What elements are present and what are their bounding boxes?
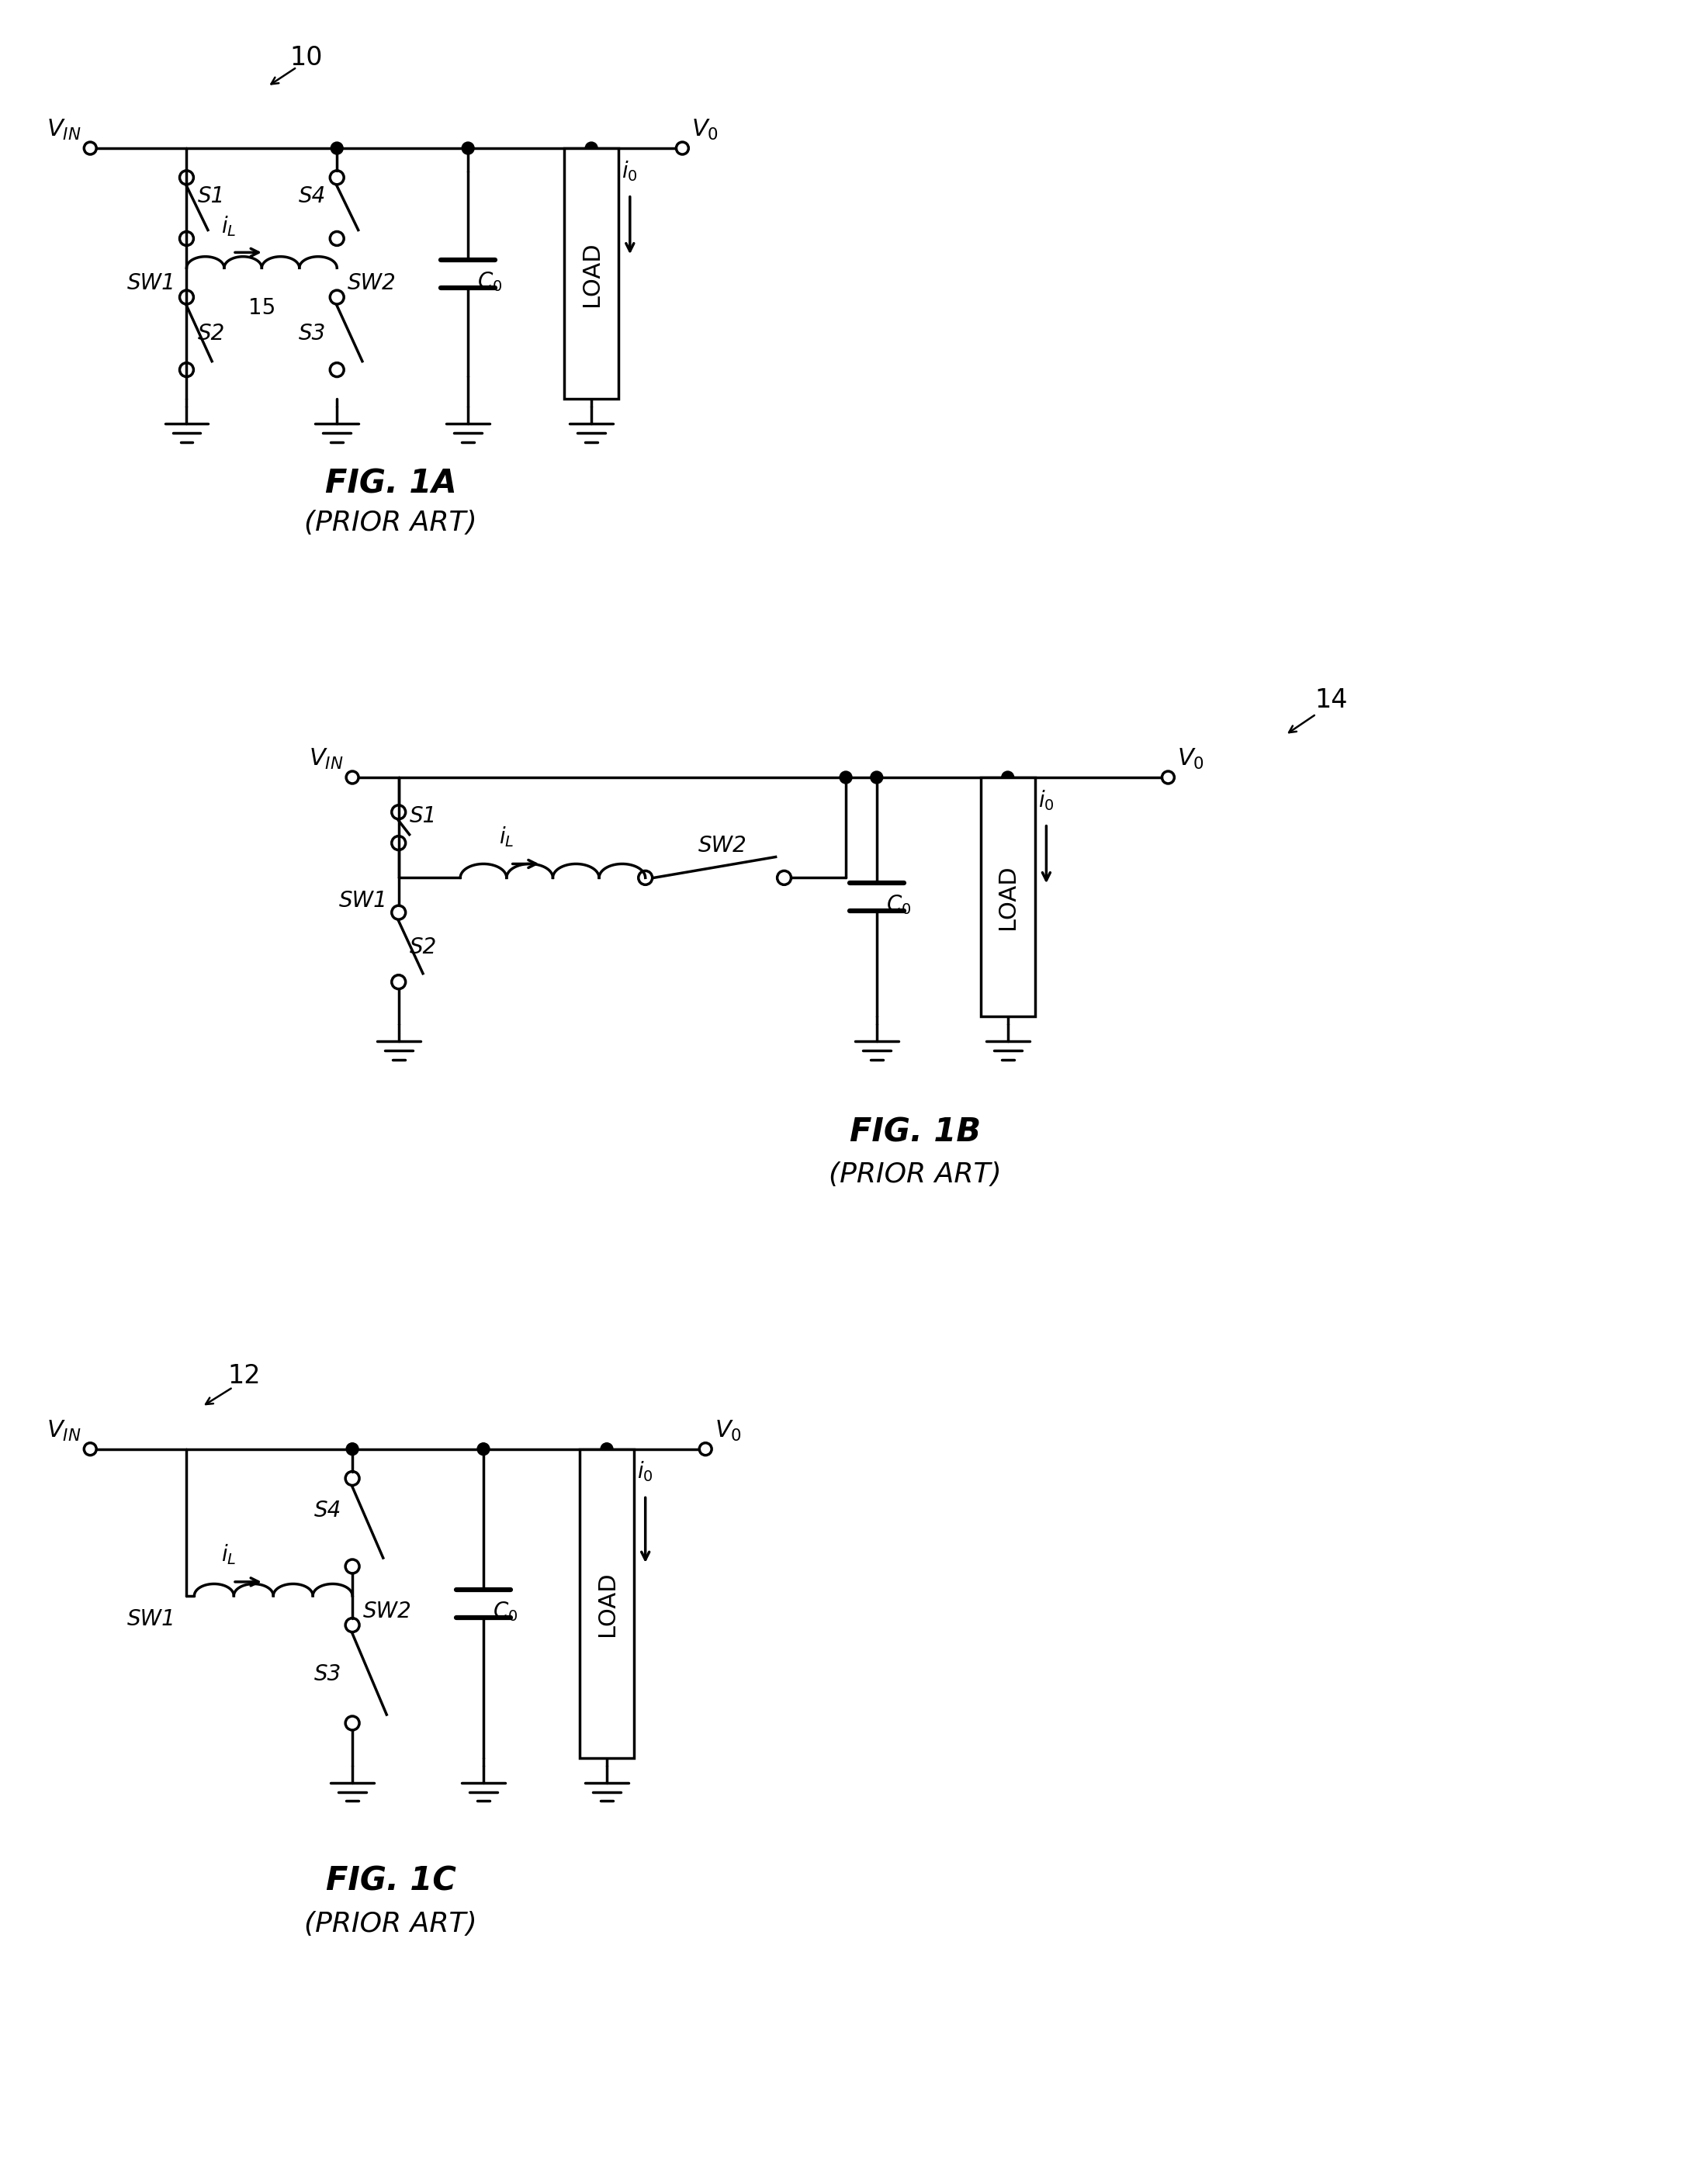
Text: $V_{IN}$: $V_{IN}$	[46, 1420, 82, 1444]
Bar	[564, 149, 619, 400]
Text: $i_L$: $i_L$	[499, 826, 515, 847]
Text: 10: 10	[290, 46, 322, 70]
Circle shape	[871, 771, 883, 784]
Text: S1: S1	[409, 806, 436, 828]
Text: S3: S3	[314, 1664, 341, 1686]
Text: $C_0$: $C_0$	[886, 893, 912, 917]
Circle shape	[477, 1444, 489, 1455]
Text: $i_0$: $i_0$	[622, 159, 637, 183]
Text: SW2: SW2	[348, 273, 397, 295]
Text: $i_0$: $i_0$	[637, 1459, 653, 1483]
Circle shape	[584, 142, 598, 155]
Text: SW1: SW1	[128, 273, 176, 295]
Text: $V_{IN}$: $V_{IN}$	[46, 118, 82, 142]
Text: SW2: SW2	[363, 1601, 412, 1623]
Text: S2: S2	[409, 937, 436, 959]
Text: (PRIOR ART): (PRIOR ART)	[828, 1162, 1002, 1188]
Text: FIG. 1C: FIG. 1C	[325, 1865, 457, 1898]
Text: S1: S1	[198, 186, 225, 207]
Text: $i_L$: $i_L$	[222, 214, 237, 238]
Text: $V_0$: $V_0$	[692, 118, 719, 142]
Circle shape	[600, 1444, 613, 1455]
Text: (PRIOR ART): (PRIOR ART)	[305, 1911, 477, 1937]
Bar	[982, 778, 1034, 1018]
Text: 15: 15	[249, 297, 276, 319]
Text: S4: S4	[314, 1500, 341, 1522]
Circle shape	[462, 142, 474, 155]
Text: LOAD: LOAD	[997, 865, 1019, 930]
Text: 14: 14	[1315, 688, 1348, 712]
Text: $C_0$: $C_0$	[492, 1599, 518, 1623]
Text: FIG. 1B: FIG. 1B	[850, 1116, 982, 1149]
Circle shape	[346, 1444, 358, 1455]
Text: S3: S3	[298, 323, 325, 345]
Text: $C_0$: $C_0$	[477, 271, 503, 293]
Text: (PRIOR ART): (PRIOR ART)	[305, 509, 477, 535]
Text: S2: S2	[198, 323, 225, 345]
Text: $i_0$: $i_0$	[1038, 788, 1055, 812]
Text: $V_{IN}$: $V_{IN}$	[308, 747, 343, 771]
Text: $V_0$: $V_0$	[1177, 747, 1205, 771]
Text: 12: 12	[228, 1363, 261, 1389]
Text: $V_0$: $V_0$	[714, 1420, 741, 1444]
Text: $i_L$: $i_L$	[222, 1542, 237, 1566]
Text: LOAD: LOAD	[596, 1570, 619, 1636]
Text: FIG. 1A: FIG. 1A	[325, 467, 457, 500]
Text: SW1: SW1	[339, 891, 389, 911]
Text: S4: S4	[298, 186, 325, 207]
Circle shape	[331, 142, 343, 155]
Text: SW2: SW2	[699, 834, 746, 856]
Bar	[579, 1448, 634, 1758]
Circle shape	[840, 771, 852, 784]
Text: SW1: SW1	[128, 1607, 176, 1629]
Circle shape	[1002, 771, 1014, 784]
Text: LOAD: LOAD	[579, 240, 603, 306]
